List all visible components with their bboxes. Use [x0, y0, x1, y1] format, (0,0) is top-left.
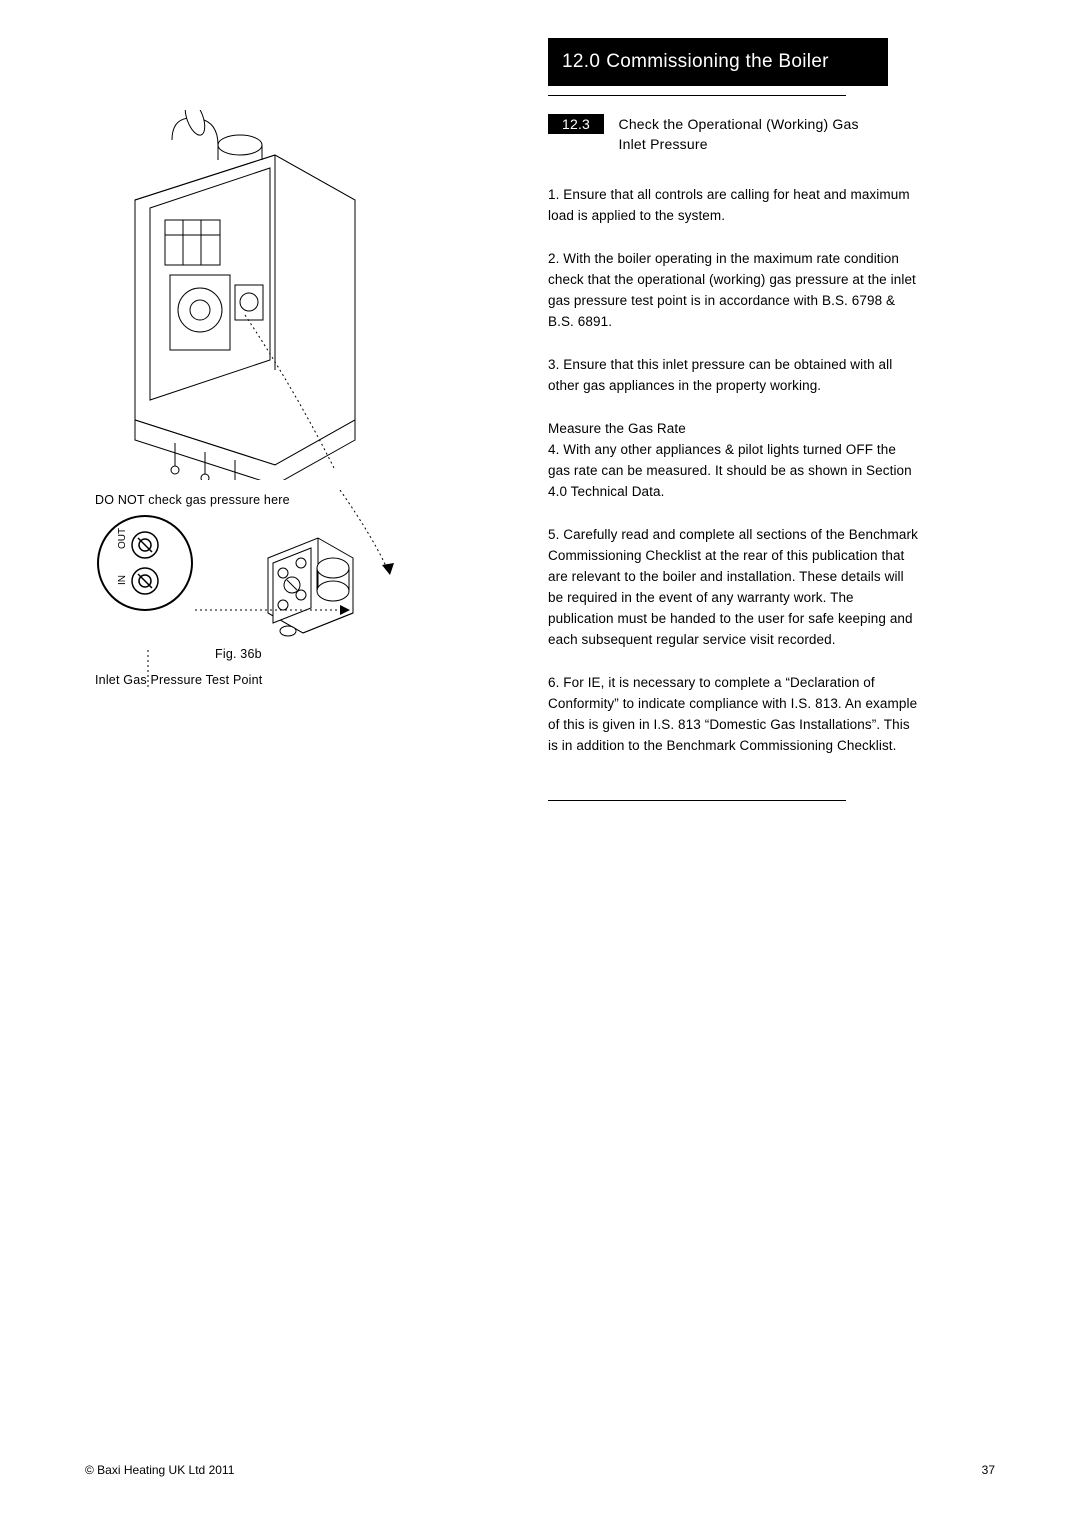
- section-title: Commissioning the Boiler: [606, 51, 829, 73]
- diagram-area: DO NOT check gas pressure here: [95, 110, 475, 687]
- subsection-title: Check the Operational (Working) Gas Inle…: [619, 114, 879, 154]
- subsection-row: 12.3 Check the Operational (Working) Gas…: [548, 114, 918, 154]
- bottom-rule: [548, 800, 846, 801]
- page-footer: © Baxi Heating UK Ltd 2011 37: [85, 1463, 995, 1477]
- paragraph-6: 6. For IE, it is necessary to complete a…: [548, 672, 918, 756]
- top-rule: [548, 95, 846, 96]
- boiler-diagram: [95, 110, 395, 480]
- content-column: 12.3 Check the Operational (Working) Gas…: [548, 114, 918, 756]
- leader-lines: [95, 490, 475, 700]
- paragraph-1: 1. Ensure that all controls are calling …: [548, 184, 918, 226]
- subsection-number: 12.3: [548, 114, 604, 134]
- copyright-text: © Baxi Heating UK Ltd 2011: [85, 1463, 234, 1477]
- measure-heading: Measure the Gas Rate: [548, 418, 918, 439]
- paragraph-3: 3. Ensure that this inlet pressure can b…: [548, 354, 918, 396]
- paragraph-4: 4. With any other appliances & pilot lig…: [548, 439, 918, 502]
- page-container: 12.0 Commissioning the Boiler 12.3 Check…: [0, 0, 1080, 1527]
- section-number: 12.0: [562, 51, 600, 73]
- paragraph-2: 2. With the boiler operating in the maxi…: [548, 248, 918, 332]
- paragraph-5: 5. Carefully read and complete all secti…: [548, 524, 918, 650]
- page-number: 37: [982, 1463, 995, 1477]
- section-header: 12.0 Commissioning the Boiler: [548, 38, 888, 86]
